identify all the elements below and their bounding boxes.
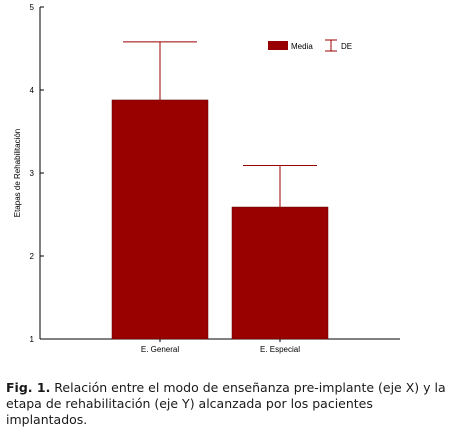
caption-text: Relación entre el modo de enseñanza pre-… <box>6 380 446 427</box>
y-tick-label: 2 <box>30 252 35 261</box>
legend-label-media: Media <box>291 42 313 51</box>
y-tick-label: 4 <box>30 86 35 95</box>
y-axis-title: Etapas de Rehabilitación <box>13 129 22 218</box>
y-tick-label: 1 <box>30 335 35 344</box>
bar-chart: 1 2 3 4 5 E. General E. Especial Etapas de Reh… <box>13 3 400 354</box>
legend: Media DE <box>268 39 352 52</box>
figure-caption: Fig. 1. Relación entre el modo de enseña… <box>6 380 452 428</box>
bar-1 <box>111 99 209 340</box>
legend-errorbar-icon <box>325 39 337 52</box>
legend-swatch-media <box>268 41 288 50</box>
bar-2 <box>231 206 329 340</box>
x-tick-label: E. Especial <box>260 345 300 354</box>
y-tick-label: 3 <box>30 169 35 178</box>
caption-label: Fig. 1. <box>6 380 51 395</box>
legend-label-de: DE <box>341 42 352 51</box>
y-tick-label: 5 <box>30 3 35 12</box>
x-tick-label: E. General <box>141 345 179 354</box>
plot-area: 1 2 3 4 5 E. General E. Especial <box>30 3 400 354</box>
